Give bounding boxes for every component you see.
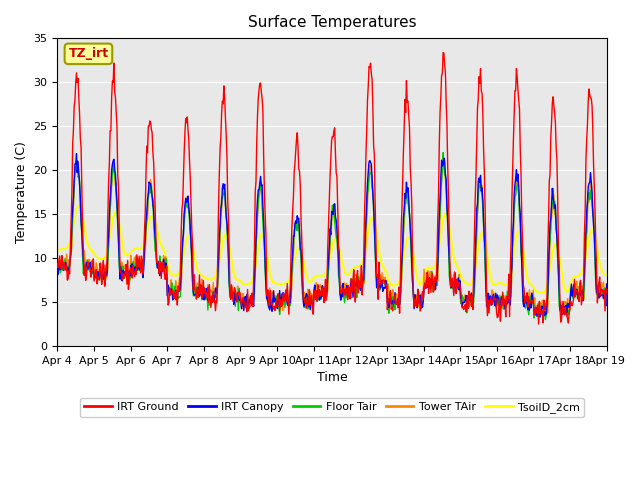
Y-axis label: Temperature (C): Temperature (C) xyxy=(15,141,28,243)
Text: TZ_irt: TZ_irt xyxy=(68,48,109,60)
Legend: IRT Ground, IRT Canopy, Floor Tair, Tower TAir, TsoilD_2cm: IRT Ground, IRT Canopy, Floor Tair, Towe… xyxy=(79,397,584,417)
Title: Surface Temperatures: Surface Temperatures xyxy=(248,15,416,30)
X-axis label: Time: Time xyxy=(317,371,348,384)
